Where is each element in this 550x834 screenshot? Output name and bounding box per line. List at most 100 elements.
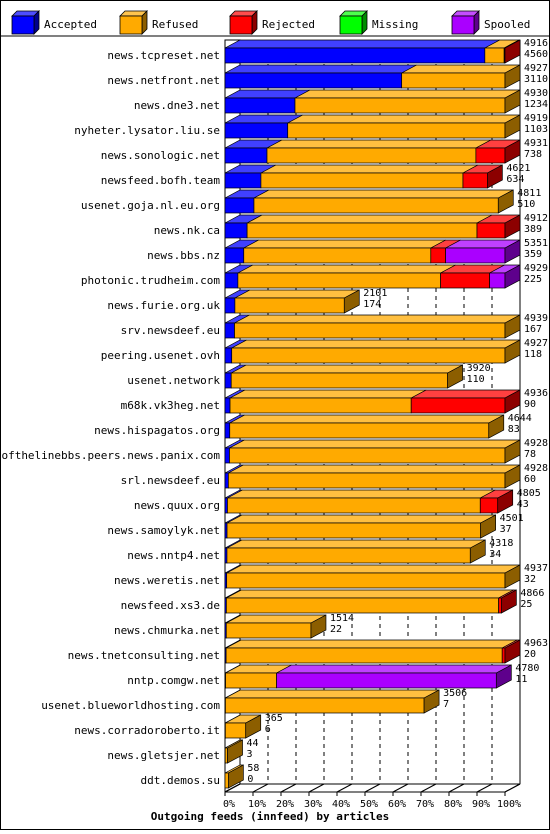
row-label: m68k.vk3heg.net bbox=[121, 399, 220, 412]
bar-row bbox=[224, 614, 327, 639]
bar-row bbox=[224, 39, 521, 64]
bar-segment-top bbox=[226, 564, 521, 574]
floor-grid-line bbox=[252, 783, 269, 793]
legend-swatch bbox=[339, 15, 363, 35]
bar-row bbox=[224, 639, 521, 664]
bar-segment-side bbox=[310, 614, 327, 639]
bar-row bbox=[224, 764, 244, 789]
bar-segment-accepted bbox=[224, 322, 235, 339]
floor-grid-line bbox=[392, 783, 409, 793]
bar-segment-accepted bbox=[224, 447, 230, 464]
bar-segment-refused bbox=[225, 672, 277, 689]
bar-segment-side bbox=[343, 289, 360, 314]
row-accepted-value: 1234 bbox=[524, 99, 548, 110]
bar-segment-accepted bbox=[224, 122, 289, 139]
row-accepted-value: 32 bbox=[524, 574, 536, 585]
row-label: usenet.blueworldhosting.com bbox=[41, 699, 220, 712]
row-accepted-value: 225 bbox=[524, 274, 542, 285]
row-label: news.quux.org bbox=[134, 499, 220, 512]
row-accepted-value: 1103 bbox=[524, 124, 548, 135]
row-accepted-value: 11 bbox=[515, 674, 527, 685]
bar-row bbox=[224, 64, 521, 89]
row-offered-value: 4931 bbox=[524, 138, 548, 149]
legend-item-refused: Refused bbox=[119, 10, 198, 35]
bar-segment-accepted bbox=[224, 147, 268, 164]
bar-segment-spooled bbox=[276, 672, 497, 689]
row-accepted-value: 738 bbox=[524, 149, 542, 160]
bar-segment-accepted bbox=[224, 272, 239, 289]
bar-row bbox=[224, 539, 486, 564]
row-label: srv.newsdeef.eu bbox=[121, 324, 220, 337]
bar-segment-rejected bbox=[410, 397, 506, 414]
bar-segment-refused bbox=[234, 322, 506, 339]
bar-segment-rejected bbox=[501, 647, 506, 664]
bar-segment-top bbox=[226, 514, 496, 524]
row-offered-value: 4927 bbox=[524, 338, 548, 349]
bar-row bbox=[224, 89, 521, 114]
bar-segment-side bbox=[504, 389, 521, 414]
floor-grid-line bbox=[280, 783, 297, 793]
bar-row bbox=[224, 339, 521, 364]
bar-row bbox=[224, 489, 514, 514]
row-offered-value: 58 bbox=[247, 763, 259, 774]
x-tick-label: 20% bbox=[276, 799, 294, 810]
legend: Accepted Refused Rejected Missing Spooled bbox=[0, 10, 550, 37]
row-accepted-value: 6 bbox=[265, 724, 271, 735]
legend-label: Refused bbox=[152, 18, 198, 31]
bar-segment-top bbox=[253, 189, 514, 199]
bar-segment-refused bbox=[231, 347, 506, 364]
row-offered-value: 5351 bbox=[524, 238, 548, 249]
bar-segment-refused bbox=[226, 597, 499, 614]
bar-segment-side bbox=[504, 139, 521, 164]
bar-segment-refused bbox=[260, 172, 464, 189]
row-label: nntp.comgw.net bbox=[127, 674, 220, 687]
floor-grid-line bbox=[364, 783, 381, 793]
row-label: news.tnetconsulting.net bbox=[68, 649, 220, 662]
bar-segment-refused bbox=[246, 222, 478, 239]
row-accepted-value: 25 bbox=[520, 599, 532, 610]
bar-segment-side bbox=[497, 489, 514, 514]
bar-segment-side bbox=[504, 89, 521, 114]
bar-segment-accepted bbox=[224, 347, 233, 364]
bar-row bbox=[224, 189, 514, 214]
bar-segment-side bbox=[227, 739, 243, 764]
bar-segment-refused bbox=[226, 522, 481, 539]
row-offered-value: 3920 bbox=[467, 363, 491, 374]
row-label: photonic.trudheim.com bbox=[81, 274, 220, 287]
bar-row bbox=[224, 289, 360, 314]
bar-row bbox=[224, 364, 463, 389]
x-tick-label: 60% bbox=[388, 799, 406, 810]
bar-row bbox=[224, 714, 262, 739]
bar-row bbox=[224, 664, 512, 689]
bar-row bbox=[224, 514, 496, 539]
x-axis: 0% 10% 20% 30% 40% 50% 60% 70% 80% 90% 100% bbox=[223, 791, 521, 810]
x-tick-label: 50% bbox=[360, 799, 378, 810]
bar-segment-top bbox=[226, 539, 486, 549]
bar-segment-side bbox=[504, 114, 521, 139]
bar-segment-accepted bbox=[224, 222, 248, 239]
bar-segment-side bbox=[504, 339, 521, 364]
row-offered-value: 4928 bbox=[524, 463, 548, 474]
row-label: news.corradoroberto.it bbox=[74, 724, 220, 737]
row-accepted-value: 43 bbox=[517, 499, 529, 510]
row-accepted-value: 60 bbox=[524, 474, 536, 485]
x-tick-label: 70% bbox=[416, 799, 434, 810]
bar-segment-side bbox=[423, 689, 440, 714]
bar-segment-accepted bbox=[224, 372, 232, 389]
bar-segment-top bbox=[229, 439, 521, 449]
row-label: news.furie.org.uk bbox=[107, 299, 220, 312]
bar-segment-refused bbox=[294, 97, 506, 114]
row-label: news.sonologic.net bbox=[101, 149, 220, 162]
bar-row bbox=[224, 689, 440, 714]
bar-segment-side bbox=[504, 314, 521, 339]
legend-item-spooled: Spooled bbox=[451, 10, 530, 35]
bar-segment-side bbox=[447, 364, 463, 389]
bar-segment-refused bbox=[253, 197, 499, 214]
bar-segment-rejected bbox=[475, 147, 506, 164]
bar-segment-side bbox=[504, 639, 521, 664]
bar-segment-accepted bbox=[224, 297, 236, 314]
row-offered-value: 4930 bbox=[524, 88, 548, 99]
